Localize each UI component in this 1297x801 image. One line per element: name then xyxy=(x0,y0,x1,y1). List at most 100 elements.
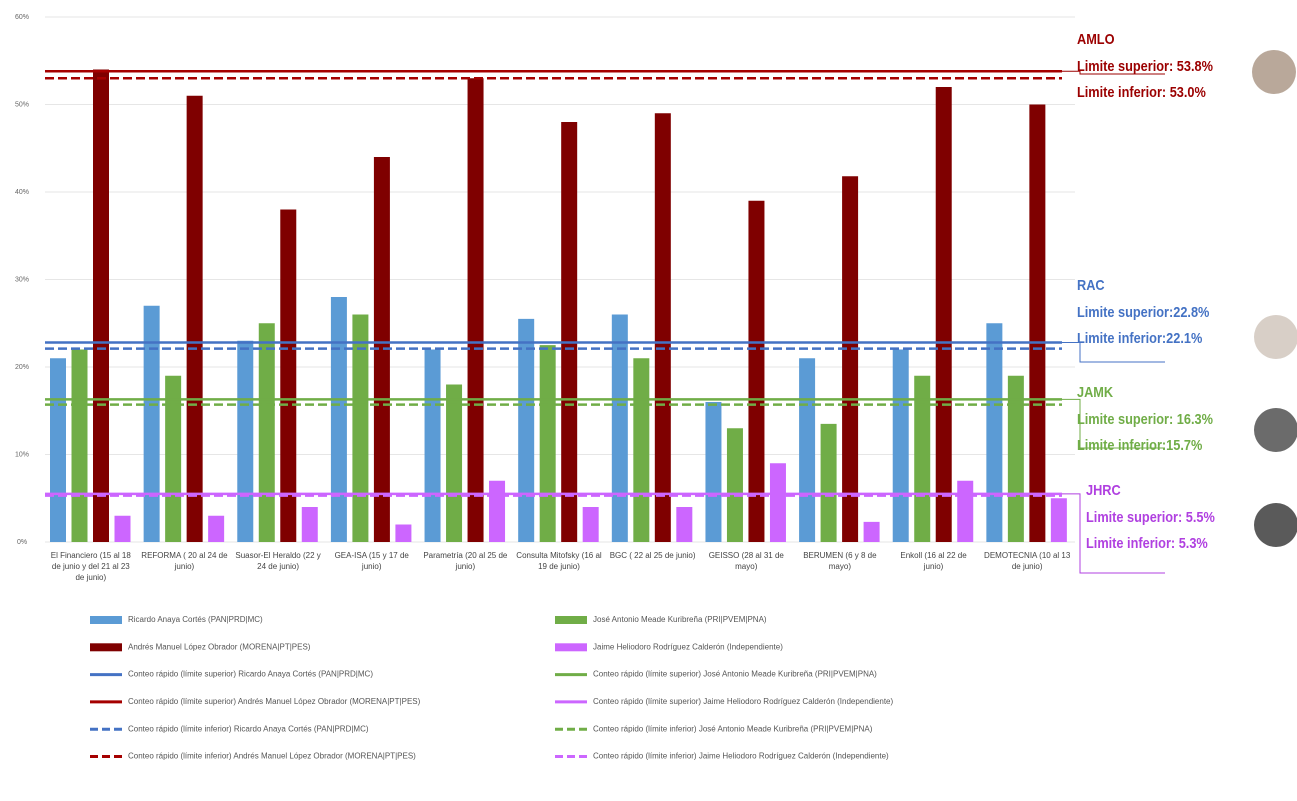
legend-swatch xyxy=(90,616,122,624)
bar xyxy=(165,375,182,542)
bar xyxy=(957,480,974,542)
bar xyxy=(424,349,441,542)
x-tick-label: DEMOTECNIA (10 al 13 de junio) xyxy=(984,551,1071,571)
legend-swatch xyxy=(90,643,122,652)
legend-label: Conteo rápido (límite inferior) Jaime He… xyxy=(593,752,889,761)
bar xyxy=(1007,375,1024,542)
bar xyxy=(301,507,318,542)
bar xyxy=(467,78,484,542)
legend-label: Conteo rápido (límite superior) Ricardo … xyxy=(128,670,373,679)
bar xyxy=(93,69,109,542)
bar xyxy=(676,507,693,542)
x-tick-label: Enkoll (16 al 22 de junio) xyxy=(900,551,967,571)
bar xyxy=(518,318,535,542)
bar xyxy=(748,200,765,542)
bar xyxy=(1029,104,1046,542)
legend-label: Jaime Heliodoro Rodríguez Calderón (Inde… xyxy=(593,642,783,651)
x-tick-label: BGC ( 22 al 25 de junio) xyxy=(609,551,696,560)
bar xyxy=(1050,498,1067,542)
annotation-line: Limite inferior:15.7% xyxy=(1077,436,1202,453)
bar xyxy=(373,157,390,542)
legend-label: Conteo rápido (límite superior) Jaime He… xyxy=(593,697,893,706)
bar xyxy=(914,375,931,542)
bar xyxy=(208,515,225,542)
bar xyxy=(863,521,880,542)
annotation-line: Limite superior: 5.5% xyxy=(1086,508,1215,525)
y-tick-label: 60% xyxy=(15,14,29,21)
annotation-line: Limite inferior: 5.3% xyxy=(1086,534,1208,551)
bar xyxy=(352,314,369,542)
legend-label: Conteo rápido (límite superior) José Ant… xyxy=(593,670,877,679)
y-tick-label: 50% xyxy=(15,101,29,108)
x-tick-label: BERUMEN (6 y 8 de mayo) xyxy=(803,551,877,571)
legend-swatch xyxy=(555,643,587,652)
photo xyxy=(1254,315,1297,359)
bar xyxy=(71,349,88,542)
connector xyxy=(1062,70,1165,75)
y-tick-label: 10% xyxy=(15,451,29,458)
bar xyxy=(114,515,131,542)
photos xyxy=(1252,50,1297,547)
y-tick-label: 30% xyxy=(15,276,29,283)
bar xyxy=(582,507,599,542)
photo xyxy=(1254,503,1297,547)
x-tick-label: Consulta Mitofsky (16 al 19 de junio) xyxy=(516,551,602,571)
y-tick-label: 40% xyxy=(15,189,29,196)
bar xyxy=(705,402,722,542)
legend-label: Conteo rápido (límite inferior) Ricardo … xyxy=(128,724,369,733)
annotation-line: Limite superior:22.8% xyxy=(1077,303,1209,320)
bar xyxy=(633,358,650,542)
y-tick-label: 0% xyxy=(17,539,27,546)
bar xyxy=(611,314,628,542)
legend-label: Conteo rápido (límite inferior) José Ant… xyxy=(593,724,873,733)
legend-label: Andrés Manuel López Obrador (MORENA|PT|P… xyxy=(128,642,311,651)
annotation-line: Limite superior: 16.3% xyxy=(1077,410,1213,427)
bar xyxy=(489,480,506,542)
bar xyxy=(654,113,671,542)
bar xyxy=(186,95,203,542)
annotation-line: Limite inferior:22.1% xyxy=(1077,329,1202,346)
bar xyxy=(539,345,556,542)
connector xyxy=(1062,342,1165,363)
legend-label: Conteo rápido (límite superior) Andrés M… xyxy=(128,697,421,706)
x-tick-label: Suasor-El Heraldo (22 y 24 de junio) xyxy=(235,551,321,571)
y-tick-label: 20% xyxy=(15,364,29,371)
legend-swatch xyxy=(555,616,587,624)
x-tick-label: REFORMA ( 20 al 24 de junio) xyxy=(141,551,228,571)
annotation-title: RAC xyxy=(1077,276,1105,293)
photo xyxy=(1254,408,1297,452)
x-tick-label: Parametría (20 al 25 de junio) xyxy=(423,551,508,571)
bar xyxy=(50,358,66,542)
annotation-title: JAMK xyxy=(1077,383,1113,400)
x-tick-label: GEISSO (28 al 31 de mayo) xyxy=(708,551,784,571)
bar xyxy=(892,349,909,542)
x-tick-label: El Financiero (15 al 18 de junio y del 2… xyxy=(50,551,131,582)
bar xyxy=(258,323,275,542)
bar xyxy=(446,384,463,542)
annotation-line: Limite inferior: 53.0% xyxy=(1077,83,1206,100)
connector xyxy=(1062,493,1165,574)
bar xyxy=(726,428,743,542)
bar xyxy=(395,524,412,542)
legend-label: Conteo rápido (límite inferior) Andrés M… xyxy=(128,752,416,761)
bar xyxy=(799,358,816,542)
bar xyxy=(842,176,859,542)
annotation-line: Limite superior: 53.8% xyxy=(1077,57,1213,74)
bar xyxy=(330,297,347,542)
bar xyxy=(561,122,578,542)
bar xyxy=(820,423,837,542)
annotation-title: JHRC xyxy=(1086,481,1121,498)
bar xyxy=(986,323,1003,542)
bar xyxy=(935,87,952,542)
annotation-title: AMLO xyxy=(1077,30,1115,47)
connector xyxy=(1062,398,1165,449)
bar xyxy=(280,209,297,542)
bar xyxy=(769,463,786,542)
legend-label: Ricardo Anaya Cortés (PAN|PRD|MC) xyxy=(128,615,263,624)
photo xyxy=(1252,50,1296,94)
bar xyxy=(143,305,160,542)
x-tick-label: GEA-ISA (15 y 17 de junio) xyxy=(334,551,409,571)
bar xyxy=(237,340,254,542)
